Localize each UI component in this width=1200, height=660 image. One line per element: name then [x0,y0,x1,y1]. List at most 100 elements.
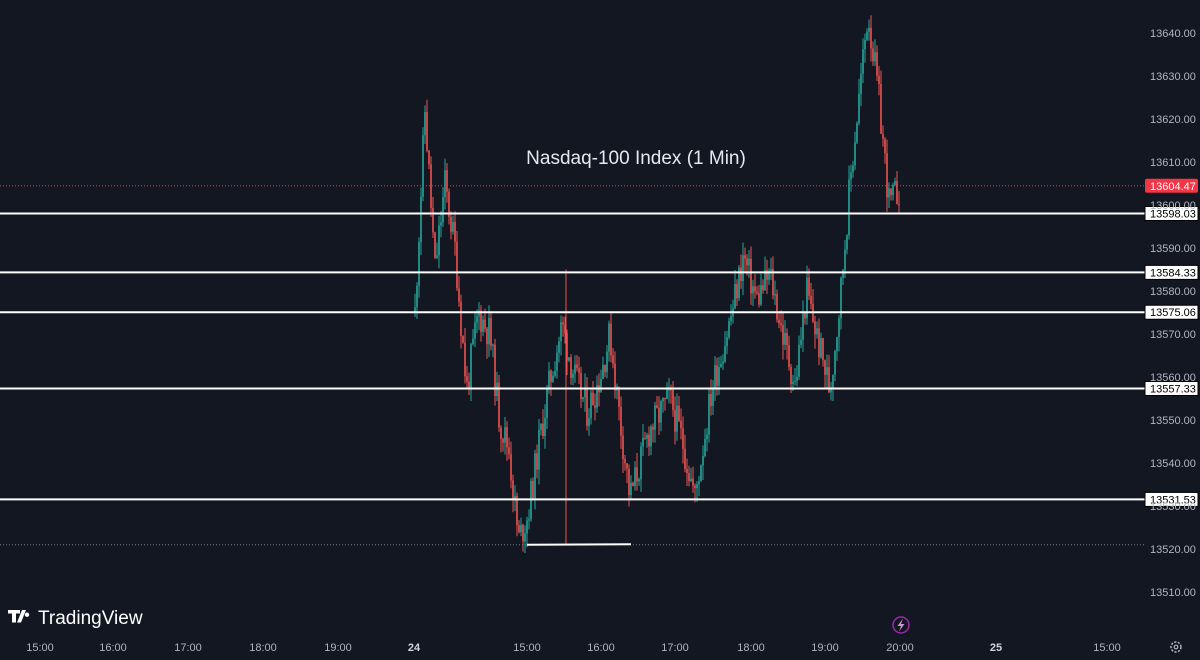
candle-body [678,405,680,421]
candle-body [806,277,808,319]
y-tick-label: 13640.00 [1150,28,1196,40]
price-axis[interactable]: 13510.00 13520.00 13530.00 13540.00 13550.00… [1150,28,1196,599]
x-tick-label: 15:00 [1093,642,1121,654]
candle-body [752,286,754,294]
candle-body [582,397,584,400]
candle-body [572,373,574,378]
candle-body [640,446,642,480]
x-tick-label: 17:00 [661,642,689,654]
candle-body [888,188,890,198]
candle-body [878,75,880,84]
candle-body [694,485,696,489]
candle-body [422,135,424,197]
tradingview-logo-icon [8,610,30,623]
candle-body [516,495,518,526]
candle-body [518,525,520,533]
candle-body [430,164,432,208]
candle-body [884,138,886,154]
candle-body [860,73,862,94]
level-price-label: 13584.33 [1150,267,1196,279]
candle-body [828,367,830,393]
candle-body [808,277,810,296]
level-price-tag [1144,491,1199,507]
candle-body [508,447,510,455]
gear-icon[interactable] [1170,641,1182,653]
candle-body [768,270,770,280]
candle-body [622,435,624,459]
lightning-icon[interactable] [892,616,910,634]
candle-body [586,388,588,426]
candle-body [580,373,582,400]
candle-body [868,27,870,32]
y-tick-label: 13580.00 [1150,286,1196,298]
candle-body [488,317,490,345]
current-price-label: 13604.47 [1150,181,1196,193]
time-axis[interactable]: 15:00 16:00 17:00 18:00 19:00 24 15:00 16:00 17:… [26,642,1121,654]
candle-body [570,357,572,378]
candle-body [704,439,706,456]
y-tick-label: 13510.00 [1150,587,1196,599]
candle-body [602,364,604,379]
candle-body [804,312,806,319]
tradingview-logo[interactable]: TradingView [8,608,143,629]
candle-body [432,207,434,233]
candle-body [708,393,710,435]
candle-body [792,381,794,384]
y-tick-label: 13610.00 [1150,157,1196,169]
candle-body [774,294,776,296]
candle-body [728,321,730,338]
candle-body [688,473,690,482]
candle-body [452,221,454,232]
candle-body [596,385,598,408]
candle-body [716,365,718,386]
candle-body [874,52,876,62]
candle-body [760,285,762,305]
candle-body [416,285,418,308]
candle-body [506,427,508,448]
candle-body [880,83,882,134]
y-tick-label: 13600.00 [1150,200,1196,212]
candle-body [510,454,512,481]
candle-body [520,524,522,533]
level-price-tag [1144,380,1199,396]
candle-body [800,339,802,345]
candle-body [656,405,658,408]
candle-body [548,370,550,390]
candle-body [892,184,894,196]
candle-body [780,323,782,326]
candle-body [426,112,428,151]
candle-body [638,479,640,482]
candle-body [448,191,450,217]
candle-body [470,344,472,389]
candle-body [710,393,712,406]
candle-body [674,410,676,432]
candle-body [562,322,564,325]
candle-body [550,370,552,382]
candle-body [618,386,620,407]
candle-body [796,376,798,382]
candle-body [742,255,744,282]
level-price-label: 13598.03 [1150,208,1196,220]
candle-body [762,285,764,291]
candle-body [648,434,650,447]
candle-body [790,366,792,384]
candle-body [690,478,692,482]
candle-body [784,332,786,345]
candle-body [450,216,452,232]
candle-body [642,437,644,447]
candle-body [428,150,430,165]
candle-body [820,338,822,358]
y-tick-label: 13550.00 [1150,415,1196,427]
x-tick-label: 16:00 [587,642,615,654]
candle-body [814,321,816,335]
candle-body [830,388,832,393]
candle-body [836,337,838,352]
y-tick-label: 13560.00 [1150,372,1196,384]
candle-body [614,363,616,391]
candle-body [882,133,884,139]
candle-body [702,455,704,466]
level-price-label: 13531.53 [1150,494,1196,506]
chart-title: Nasdaq-100 Index (1 Min) [526,148,746,169]
